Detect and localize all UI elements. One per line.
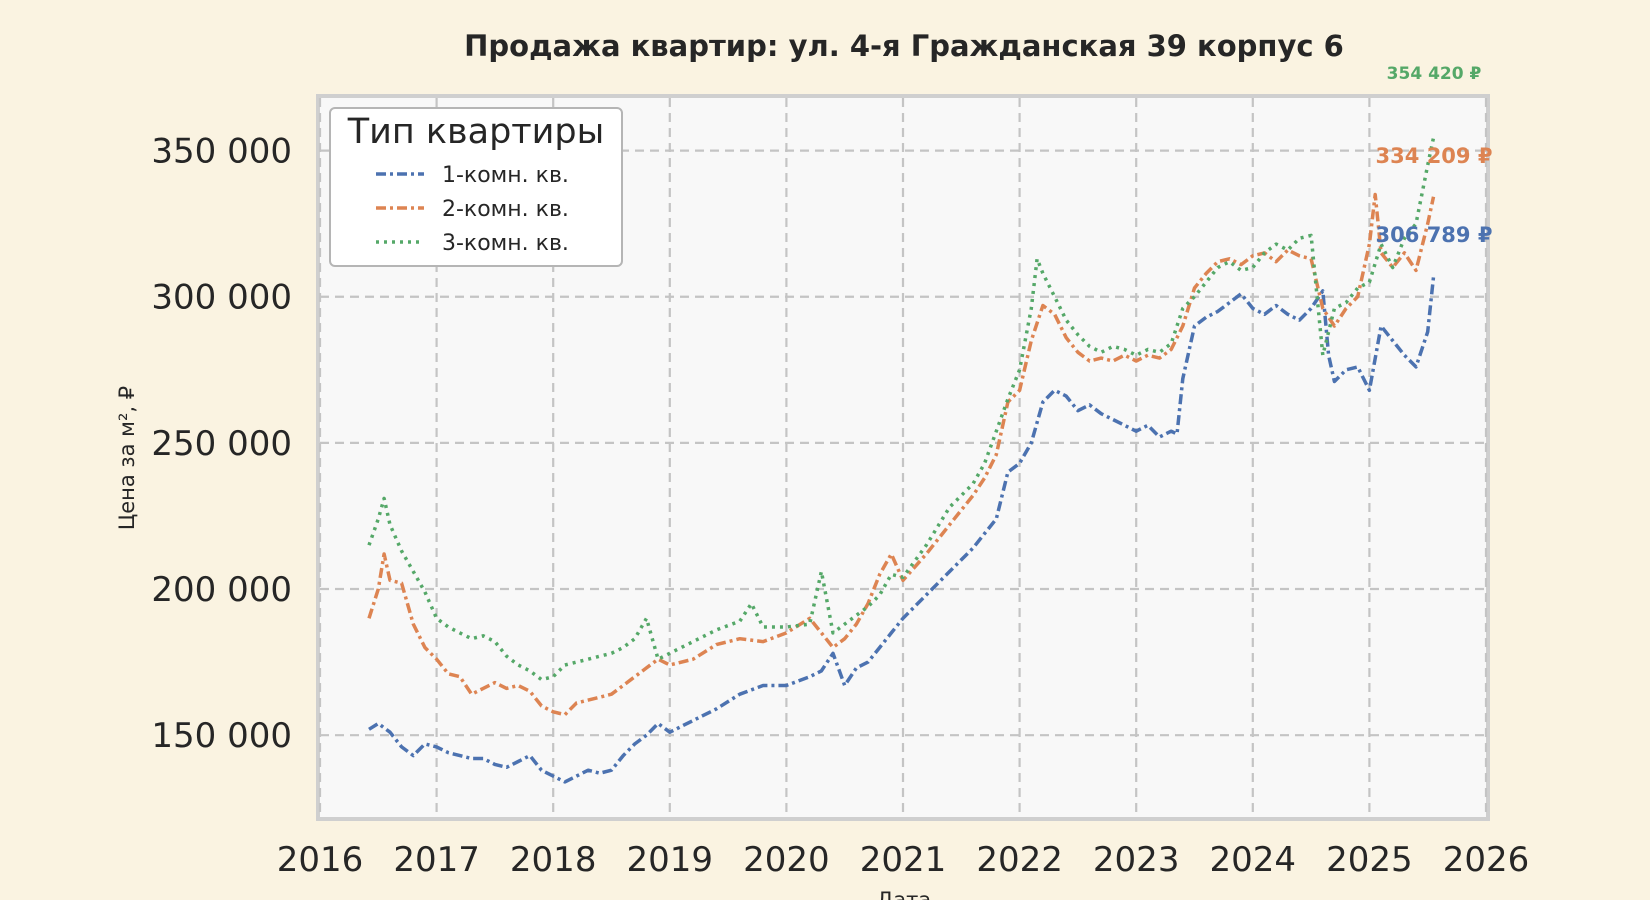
x-tick-label: 2018 bbox=[510, 840, 597, 880]
x-tick-label: 2022 bbox=[976, 840, 1063, 880]
series-end-label-2: 334 209 ₽ bbox=[1376, 144, 1493, 168]
x-tick-label: 2025 bbox=[1326, 840, 1413, 880]
x-tick-label: 2016 bbox=[277, 840, 364, 880]
series-line-1 bbox=[368, 276, 1436, 784]
x-tick-label: 2026 bbox=[1443, 840, 1530, 880]
series-line-3 bbox=[367, 137, 1436, 682]
x-tick-label: 2023 bbox=[1093, 840, 1180, 880]
legend-box bbox=[329, 107, 623, 267]
series-end-label-3: 354 420 ₽ bbox=[1387, 64, 1482, 84]
y-tick-label: 150 000 bbox=[151, 716, 292, 756]
x-tick-label: 2020 bbox=[743, 840, 830, 880]
x-tick-label: 2021 bbox=[860, 840, 947, 880]
legend-title: Тип квартиры bbox=[347, 112, 605, 152]
legend: Тип квартиры 1-комн. кв. 2-комн. кв. 3-ком… bbox=[329, 107, 623, 267]
x-tick-label: 2024 bbox=[1210, 840, 1297, 880]
series-end-label-1: 306 789 ₽ bbox=[1376, 223, 1493, 247]
y-axis-ticks: 150 000 200 000 250 000 300 000 350 000 bbox=[151, 132, 292, 757]
legend-label-3: 3-комн. кв. bbox=[442, 231, 569, 256]
x-axis-label: Дата bbox=[877, 888, 931, 900]
legend-label-2: 2-комн. кв. bbox=[442, 197, 569, 222]
legend-items: 1-комн. кв. 2-комн. кв. 3-комн. кв. bbox=[376, 163, 569, 256]
series-line-2 bbox=[367, 192, 1436, 717]
x-axis-ticks: 2016 2017 2018 2019 2020 2021 2022 2023 2024 2025… bbox=[277, 840, 1530, 880]
series-lines bbox=[367, 137, 1436, 784]
y-axis-label: Цена за м², ₽ bbox=[115, 386, 139, 530]
legend-label-1: 1-комн. кв. bbox=[442, 163, 569, 188]
end-labels: 306 789 ₽ 334 209 ₽ 354 420 ₽ bbox=[1376, 64, 1493, 247]
x-tick-label: 2019 bbox=[627, 840, 714, 880]
y-tick-label: 200 000 bbox=[151, 570, 292, 610]
chart-title: Продажа квартир: ул. 4-я Гражданская 39 … bbox=[464, 29, 1344, 63]
y-tick-label: 300 000 bbox=[151, 278, 292, 318]
x-tick-label: 2017 bbox=[393, 840, 480, 880]
y-tick-label: 350 000 bbox=[151, 132, 292, 172]
y-tick-label: 250 000 bbox=[151, 424, 292, 464]
